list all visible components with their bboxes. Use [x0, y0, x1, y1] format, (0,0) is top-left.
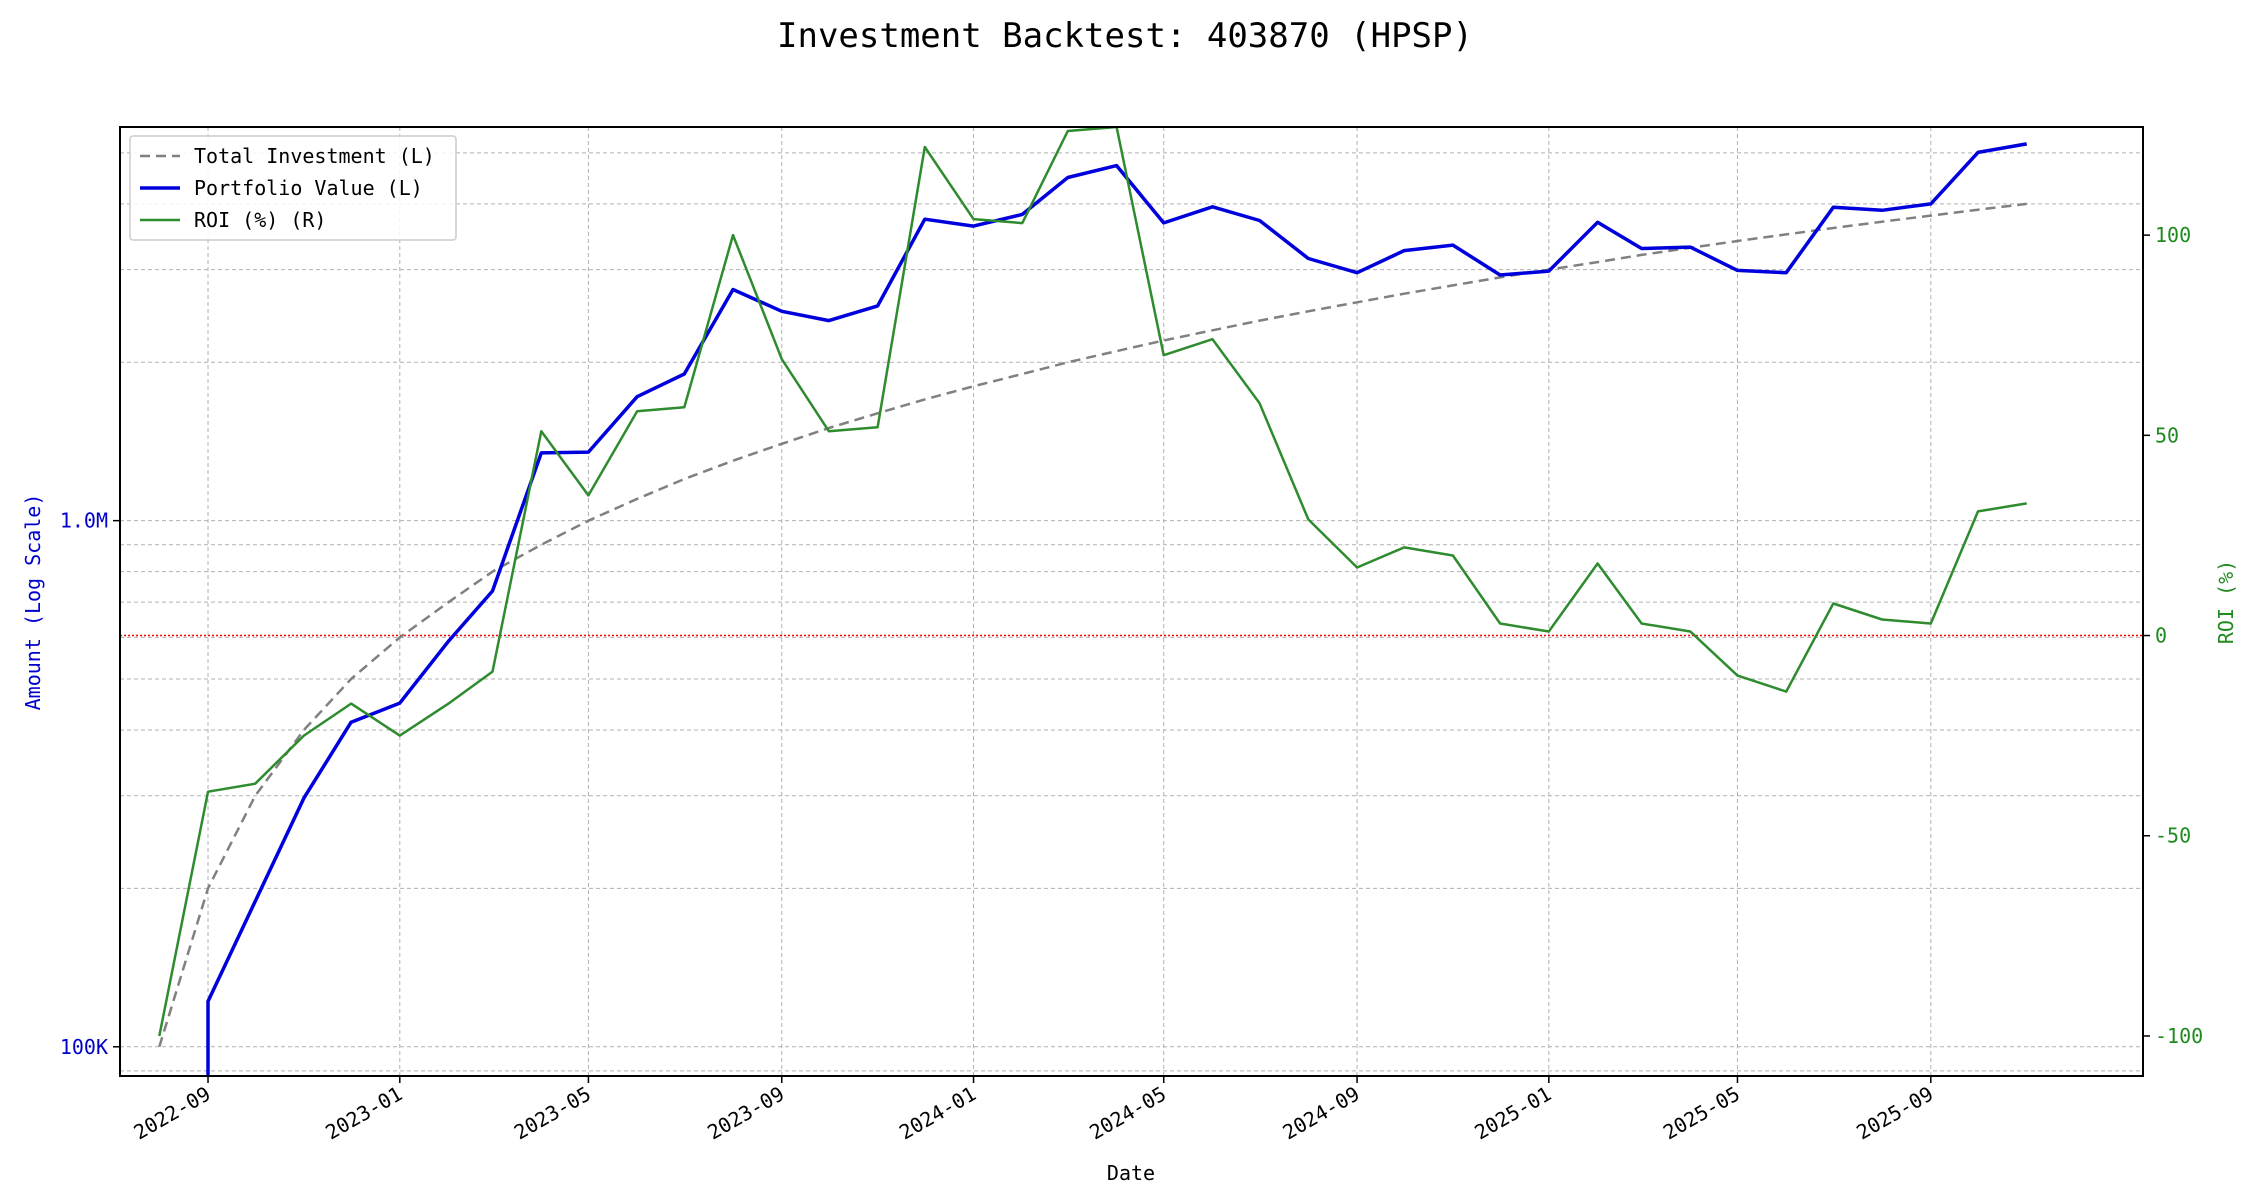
x-tick-label: 2025-09: [1852, 1082, 1937, 1145]
x-tick-label: 2024-09: [1279, 1082, 1364, 1145]
series-group: [158, 127, 2028, 1076]
y-left-tick-label: 100K: [60, 1035, 108, 1059]
x-tick-label: 2024-01: [895, 1082, 980, 1145]
y-right-tick-label: -100: [2155, 1024, 2203, 1048]
y-axis-right: -100 -50 0 50 100: [2143, 223, 2203, 1048]
x-tick-label: 2025-05: [1659, 1082, 1744, 1145]
plot-area-frame: [119, 126, 2144, 1077]
x-tick-label: 2025-01: [1470, 1082, 1555, 1145]
series-line-1: [206, 142, 2028, 1076]
x-axis-label: Date: [1107, 1161, 1155, 1185]
y-right-tick-label: 100: [2155, 223, 2191, 247]
x-tick-label: 2022-09: [130, 1082, 215, 1145]
x-tick-label: 2024-05: [1085, 1082, 1170, 1145]
legend-box: [129, 135, 457, 241]
x-axis: 2022-09 2023-01 2023-05 2023-09 2024-01 2024-…: [130, 1076, 1937, 1145]
x-tick-label: 2023-09: [703, 1082, 788, 1145]
y-right-tick-label: 0: [2155, 624, 2167, 648]
series-line-2: [158, 127, 2027, 1037]
legend: Total Investment (L) Portfolio Value (L) R…: [129, 135, 457, 241]
y-right-tick-label: -50: [2155, 824, 2191, 848]
chart-title: Investment Backtest: 403870 (HPSP): [777, 16, 1473, 56]
grid: [120, 127, 2143, 1076]
y-left-tick-label: 1.0M: [60, 509, 108, 533]
y-axis-left: 100K 1.0M: [60, 509, 120, 1059]
x-tick-label: 2023-01: [321, 1082, 406, 1145]
series-line-0: [158, 202, 2027, 1048]
legend-label: ROI (%) (R): [194, 208, 326, 232]
y-axis-left-label: Amount (Log Scale): [21, 494, 45, 711]
y-axis-right-label: ROI (%): [2214, 560, 2238, 644]
x-tick-label: 2023-05: [510, 1082, 595, 1145]
legend-label: Total Investment (L): [194, 144, 435, 168]
y-right-tick-label: 50: [2155, 423, 2179, 447]
legend-label: Portfolio Value (L): [194, 176, 423, 200]
